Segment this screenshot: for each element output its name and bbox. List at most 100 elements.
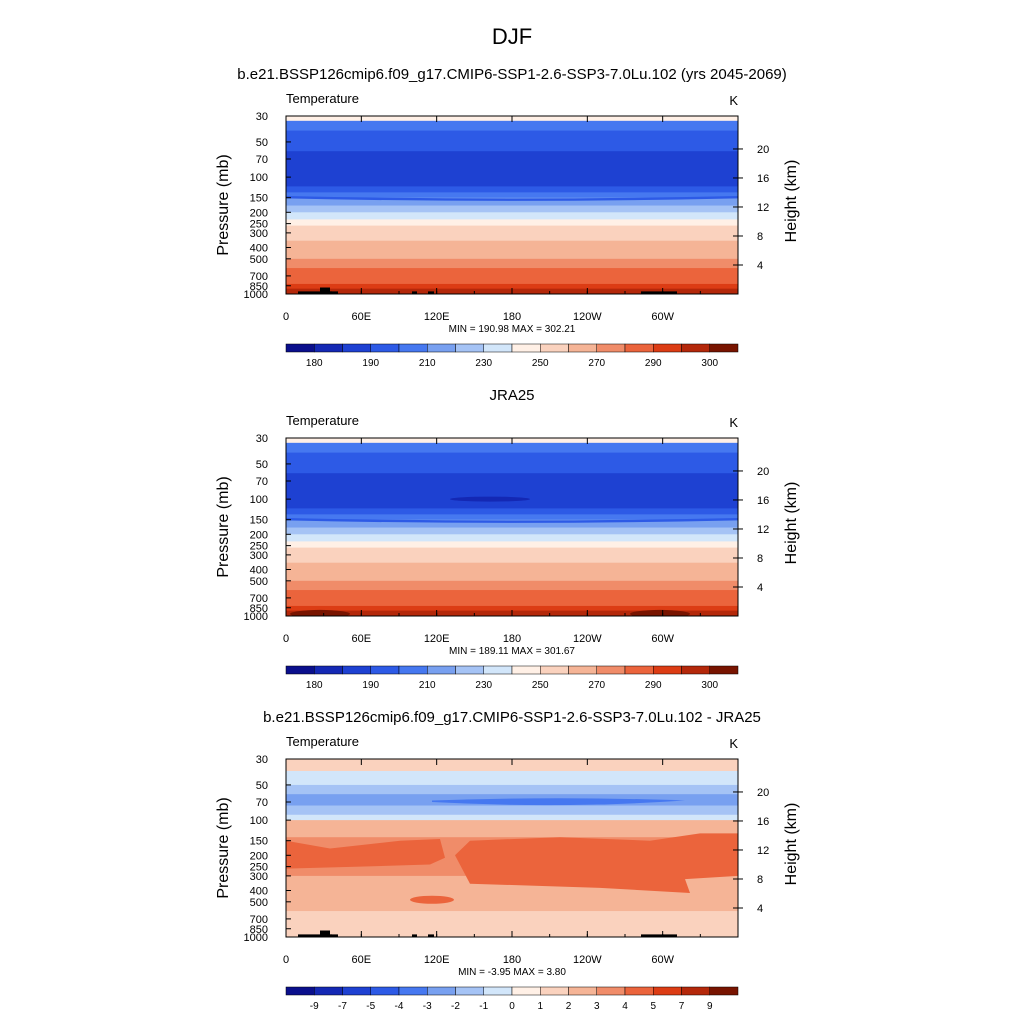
x-tick-label: 180 (503, 633, 521, 645)
contour-band (286, 192, 738, 199)
y-right-axis-title: Height (km) (783, 482, 800, 565)
colorbar-swatch (342, 665, 371, 675)
x-tick-label: 180 (503, 954, 521, 966)
contour-band (286, 473, 738, 509)
colorbar-swatch (342, 986, 371, 996)
contour-band (286, 911, 738, 930)
contour-band (286, 151, 738, 187)
contour-band (286, 770, 738, 786)
topography (298, 291, 338, 294)
y-right-axis-title: Height (km) (783, 803, 800, 886)
y-tick-label: 200 (250, 850, 268, 862)
panel-units-label: K (729, 736, 738, 751)
x-tick-label: 0 (283, 954, 289, 966)
y-right-tick-label: 16 (757, 495, 769, 507)
stats-label: MIN = -3.95 MAX = 3.80 (458, 967, 566, 978)
topography (320, 930, 330, 937)
colorbar-label: 300 (701, 680, 718, 691)
y-right-tick-label: 16 (757, 816, 769, 828)
colorbar-swatch (681, 665, 710, 675)
contour-band (286, 442, 738, 454)
colorbar-swatch (540, 986, 569, 996)
y-tick-label: 30 (256, 111, 268, 123)
colorbar-swatch (370, 665, 400, 675)
panel-3-title: b.e21.BSSP126cmip6.f09_g17.CMIP6-SSP1-2.… (263, 709, 761, 726)
y-tick-label: 1000 (244, 289, 268, 301)
colorbar-swatch (511, 665, 541, 675)
x-tick-label: 120E (424, 633, 450, 645)
y-right-tick-label: 8 (757, 231, 763, 243)
colorbar-swatch (285, 665, 315, 675)
y-tick-label: 400 (250, 885, 268, 897)
y-tick-label: 70 (256, 476, 268, 488)
y-tick-label: 1000 (244, 932, 268, 944)
colorbar-label: 250 (532, 680, 549, 691)
colorbar-label: -5 (366, 1001, 375, 1012)
contour-band (286, 120, 738, 132)
y-right-tick-label: 20 (757, 144, 769, 156)
colorbar-swatch (398, 665, 428, 675)
y-tick-label: 100 (250, 494, 268, 506)
panel-left-label: Temperature (286, 734, 359, 749)
colorbar-swatch (398, 343, 428, 353)
x-tick-label: 60E (352, 311, 372, 323)
x-tick-label: 60E (352, 633, 372, 645)
y-tick-label: 50 (256, 780, 268, 792)
topography (412, 291, 417, 294)
colorbar-swatch (540, 665, 569, 675)
colorbar-label: 3 (594, 1001, 600, 1012)
y-tick-label: 700 (250, 593, 268, 605)
colorbar-label: -1 (479, 1001, 488, 1012)
contour-band (286, 517, 738, 523)
contour-warm-patch (410, 895, 454, 904)
contour-band (286, 225, 738, 234)
x-tick-label: 120E (424, 311, 450, 323)
contour-band (286, 197, 738, 207)
x-tick-label: 120W (573, 633, 602, 645)
contour-band (286, 554, 738, 564)
contour-band (286, 580, 738, 591)
y-tick-label: 150 (250, 193, 268, 205)
colorbar-swatch (596, 986, 626, 996)
colorbar-label: 4 (622, 1001, 628, 1012)
plot-area (286, 116, 738, 294)
x-tick-label: 60W (651, 954, 674, 966)
colorbar-swatch (624, 665, 654, 675)
colorbar-label: 9 (707, 1001, 713, 1012)
colorbar-label: 270 (588, 358, 605, 369)
y-tick-label: 300 (250, 550, 268, 562)
colorbar-swatch (455, 986, 484, 996)
y-tick-label: 300 (250, 228, 268, 240)
contour-band (286, 186, 738, 193)
contour-band (286, 597, 738, 607)
contour-band (286, 759, 738, 772)
colorbar-swatch (370, 343, 400, 353)
colorbar-swatch (314, 665, 343, 675)
panel-model: Temperature K3050701001502002503004005007… (215, 91, 800, 369)
contour-band (286, 283, 738, 290)
colorbar-swatch (511, 343, 541, 353)
colorbar-label: -2 (451, 1001, 460, 1012)
topography (641, 934, 677, 937)
colorbar-label: 270 (588, 680, 605, 691)
contour-band (286, 605, 738, 612)
colorbar-swatch (681, 986, 710, 996)
contour-band (286, 232, 738, 242)
colorbar-label: 300 (701, 358, 718, 369)
contour-band (286, 212, 738, 220)
y-tick-label: 250 (250, 862, 268, 874)
colorbar-swatch (568, 343, 597, 353)
contour-band (286, 784, 738, 795)
y-tick-label: 200 (250, 529, 268, 541)
x-tick-label: 60W (651, 633, 674, 645)
y-right-tick-label: 12 (757, 845, 769, 857)
topography (298, 934, 338, 937)
colorbar-swatch (342, 343, 371, 353)
stats-label: MIN = 189.11 MAX = 301.67 (449, 646, 575, 657)
y-right-axis-title: Height (km) (783, 160, 800, 243)
panel-observations: Temperature K3050701001502002503004005007… (215, 413, 800, 691)
y-tick-label: 150 (250, 515, 268, 527)
y-tick-label: 70 (256, 154, 268, 166)
contour-band (286, 534, 738, 542)
